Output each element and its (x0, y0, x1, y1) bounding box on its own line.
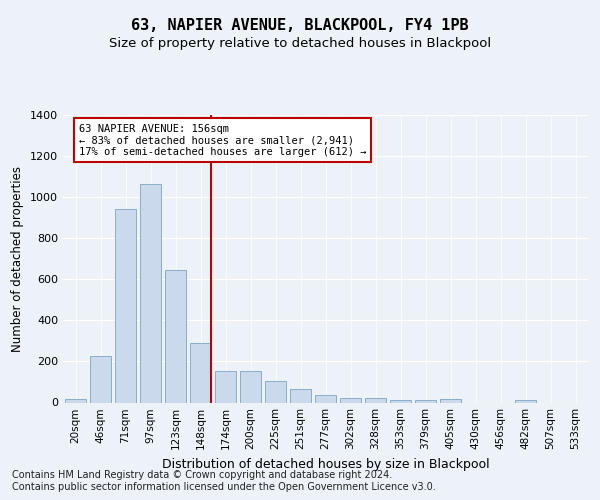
Bar (515, 400, 536, 402)
Bar (140, 184, 161, 402)
Bar (240, 370, 261, 402)
Bar (265, 381, 286, 402)
Bar (65, 400, 86, 402)
Text: Contains public sector information licensed under the Open Government Licence v3: Contains public sector information licen… (12, 482, 436, 492)
Bar (440, 400, 461, 402)
Bar (365, 398, 386, 402)
Text: 63, NAPIER AVENUE, BLACKPOOL, FY4 1PB: 63, NAPIER AVENUE, BLACKPOOL, FY4 1PB (131, 18, 469, 32)
X-axis label: Distribution of detached houses by size in Blackpool: Distribution of detached houses by size … (161, 458, 490, 471)
Bar (165, 270, 186, 402)
Bar (190, 343, 211, 402)
Bar (215, 370, 236, 402)
Bar (340, 398, 361, 402)
Y-axis label: Number of detached properties: Number of detached properties (11, 166, 25, 352)
Bar (415, 400, 436, 402)
Text: Contains HM Land Registry data © Crown copyright and database right 2024.: Contains HM Land Registry data © Crown c… (12, 470, 392, 480)
Text: Size of property relative to detached houses in Blackpool: Size of property relative to detached ho… (109, 38, 491, 51)
Bar (315, 396, 336, 402)
Bar (290, 389, 311, 402)
Text: 63 NAPIER AVENUE: 156sqm
← 83% of detached houses are smaller (2,941)
17% of sem: 63 NAPIER AVENUE: 156sqm ← 83% of detach… (79, 124, 366, 157)
Bar (390, 400, 411, 402)
Bar (90, 356, 111, 403)
Bar (115, 210, 136, 402)
